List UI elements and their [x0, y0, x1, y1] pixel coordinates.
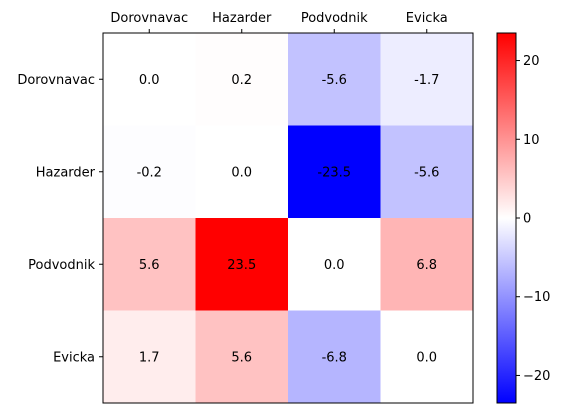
- heatmap-cell: [380, 310, 473, 403]
- cell-value-label: 1.7: [139, 350, 160, 365]
- x-tick-label: Hazarder: [212, 11, 272, 26]
- heatmap-cell-labels: 0.0 0.2 -5.6 -1.7 -0.2 0.0 -23.5 -5.6 5.6 23.5 0.0…: [137, 73, 440, 366]
- y-tick-label: Evicka: [53, 350, 95, 365]
- cell-value-label: -0.2: [137, 165, 162, 180]
- x-tick-label: Podvodnik: [301, 11, 368, 26]
- heatmap-cell: [195, 310, 288, 403]
- cell-value-label: 23.5: [227, 258, 256, 273]
- colorbar-tick-label: 10: [523, 133, 540, 148]
- x-axis-ticks: Dorovnavac Hazarder Podvodnik Evicka: [110, 11, 448, 33]
- heatmap-cell: [103, 125, 196, 218]
- cell-value-label: -6.8: [322, 350, 347, 365]
- colorbar-tick-label: −10: [523, 290, 550, 305]
- cell-value-label: 0.0: [324, 258, 345, 273]
- cell-value-label: -23.5: [317, 165, 351, 180]
- cell-value-label: 0.0: [139, 73, 160, 88]
- heatmap-cell: [380, 33, 473, 126]
- y-axis-ticks: Dorovnavac Hazarder Podvodnik Evicka: [17, 73, 103, 365]
- cell-value-label: -1.7: [414, 73, 439, 88]
- cell-value-label: 0.0: [416, 350, 437, 365]
- cell-value-label: 0.0: [231, 165, 252, 180]
- heatmap-cell: [288, 310, 381, 403]
- heatmap-cell: [288, 125, 381, 218]
- colorbar: [496, 32, 517, 404]
- heatmap-cell: [195, 125, 288, 218]
- y-tick-label: Hazarder: [36, 165, 96, 180]
- colorbar-tick-label: 0: [523, 212, 531, 227]
- cell-value-label: -5.6: [322, 73, 347, 88]
- heatmap-cell: [288, 33, 381, 126]
- colorbar-ticks: 20 10 0 −10 −20: [516, 54, 550, 384]
- cell-value-label: 6.8: [416, 258, 437, 273]
- colorbar-tick-label: 20: [523, 54, 540, 69]
- heatmap-cell: [288, 218, 381, 311]
- heatmap-cell: [195, 33, 288, 126]
- x-tick-label: Dorovnavac: [110, 11, 188, 26]
- heatmap-cell: [380, 125, 473, 218]
- heatmap-cell: [380, 218, 473, 311]
- heatmap-cell: [195, 218, 288, 311]
- cell-value-label: 0.2: [231, 73, 252, 88]
- heatmap-cell: [103, 218, 196, 311]
- y-tick-label: Podvodnik: [28, 258, 95, 273]
- heatmap-cell: [103, 33, 196, 126]
- y-tick-label: Dorovnavac: [17, 73, 95, 88]
- heatmap-cell: [103, 310, 196, 403]
- heatmap-cells: [103, 33, 473, 403]
- cell-value-label: 5.6: [231, 350, 252, 365]
- plot-frame: [102, 32, 474, 404]
- cell-value-label: 5.6: [139, 258, 160, 273]
- x-tick-label: Evicka: [406, 11, 448, 26]
- cell-value-label: -5.6: [414, 165, 439, 180]
- colorbar-tick-label: −20: [523, 369, 550, 384]
